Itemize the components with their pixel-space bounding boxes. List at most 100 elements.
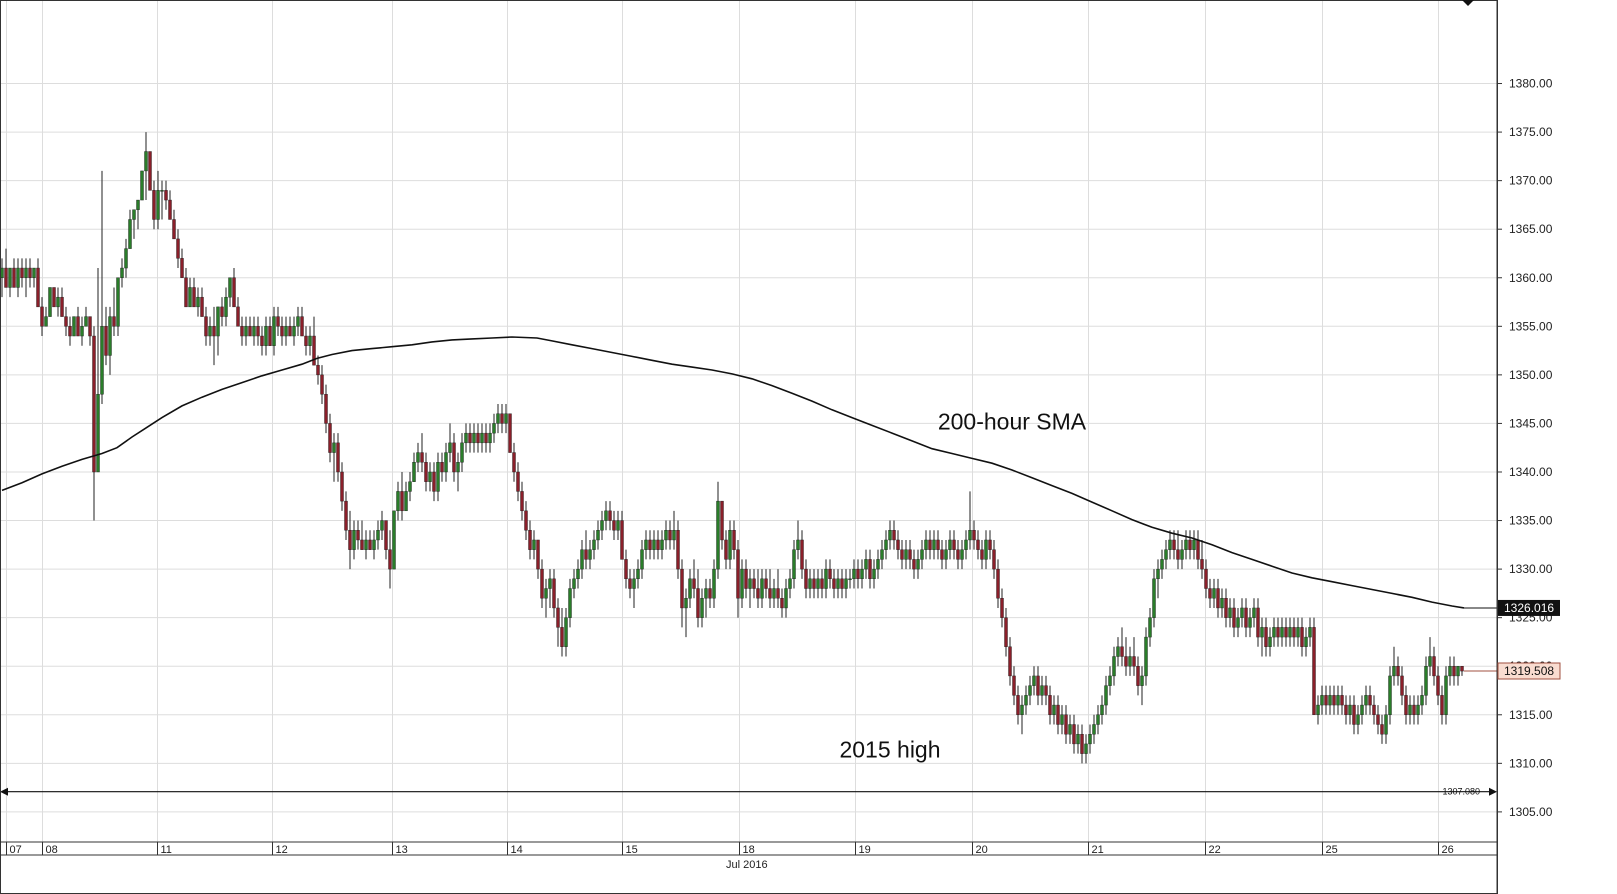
top-marker-icon <box>1462 0 1474 6</box>
candle-body <box>328 423 332 453</box>
candle <box>756 569 760 608</box>
candle-body <box>572 578 576 589</box>
candle <box>88 316 92 346</box>
candle <box>176 229 180 269</box>
y-tick-label: 1380.00 <box>1509 77 1553 91</box>
candle <box>288 316 292 337</box>
candle-body <box>144 151 148 172</box>
candle <box>732 520 736 560</box>
candle-body <box>1264 627 1268 647</box>
candle <box>1268 627 1272 657</box>
candle <box>416 442 420 472</box>
candle-body <box>824 568 828 589</box>
candle <box>1188 530 1192 560</box>
candle-body <box>1208 588 1212 599</box>
candle <box>516 462 520 502</box>
candle <box>336 433 340 482</box>
candle-body <box>252 326 256 337</box>
candle-body <box>1432 656 1436 677</box>
candle-body <box>1376 714 1380 725</box>
candle <box>616 510 620 540</box>
candle-body <box>596 530 600 541</box>
candle-body <box>712 568 716 599</box>
candle-body <box>1056 704 1060 725</box>
candle-body <box>744 568 748 589</box>
candle-body <box>540 568 544 599</box>
candle <box>68 316 72 346</box>
candle <box>696 569 700 628</box>
candle <box>1428 637 1432 676</box>
x-tick-label: 11 <box>161 844 172 856</box>
candle <box>1260 617 1264 657</box>
candle <box>1280 617 1284 647</box>
candle <box>56 287 60 317</box>
candle-body <box>240 326 244 337</box>
candle-body <box>776 588 780 599</box>
candle-body <box>184 277 188 308</box>
candle <box>1180 539 1184 570</box>
y-tick-label: 1335.00 <box>1509 514 1553 528</box>
candle <box>1412 695 1416 725</box>
y-tick-label: 1345.00 <box>1509 416 1553 430</box>
candle-body <box>356 530 360 541</box>
candle-body <box>636 568 640 580</box>
candle-body <box>752 578 756 589</box>
candle-body <box>1316 704 1320 715</box>
candle <box>840 569 844 599</box>
candle <box>1324 685 1328 715</box>
candle-body <box>520 491 524 512</box>
candle <box>400 471 404 521</box>
candle-body <box>1092 724 1096 735</box>
candle-body <box>1256 607 1260 638</box>
candle-body <box>1320 695 1324 706</box>
candle <box>1128 646 1132 676</box>
candle <box>1064 705 1068 744</box>
candle <box>804 559 808 599</box>
candle <box>888 520 892 550</box>
candle-body <box>692 578 696 589</box>
candle-body <box>204 316 208 337</box>
candle <box>1424 656 1428 706</box>
annotations: 200-hour SMA 2015 high <box>839 408 1086 762</box>
candle <box>1312 617 1316 715</box>
candle-body <box>600 520 604 531</box>
y-tick-label: 1350.00 <box>1509 368 1553 382</box>
candle-body <box>1152 578 1156 618</box>
level-arrow-right <box>1489 787 1497 796</box>
candle <box>396 481 400 521</box>
candle-body <box>400 491 404 512</box>
candle <box>188 277 192 308</box>
candle <box>860 559 864 589</box>
candle <box>432 462 436 502</box>
candle <box>1176 530 1180 570</box>
candle-body <box>952 539 956 550</box>
candle-body <box>160 190 164 192</box>
candle <box>28 258 32 288</box>
candle <box>212 306 216 366</box>
candle-body <box>464 432 468 444</box>
candle-body <box>1424 666 1428 696</box>
candle-body <box>1372 704 1376 715</box>
x-tick-label: 14 <box>511 844 523 856</box>
candle <box>468 423 472 453</box>
candle-body <box>20 267 24 278</box>
candle-body <box>1120 646 1124 657</box>
candle <box>836 569 840 599</box>
candle <box>480 423 484 453</box>
candle-body <box>124 248 128 269</box>
candle-body <box>396 491 400 512</box>
candle-body <box>1140 675 1144 686</box>
candle <box>204 306 208 346</box>
candle-body <box>860 568 864 580</box>
candle <box>96 268 100 473</box>
candle <box>1364 685 1368 715</box>
candle-body <box>832 578 836 589</box>
candle <box>1140 666 1144 706</box>
candle-body <box>244 326 248 337</box>
candle <box>924 530 928 560</box>
candle <box>988 530 992 560</box>
candle-body <box>856 568 860 580</box>
candle-body <box>1332 695 1336 706</box>
candle-body <box>432 471 436 492</box>
candle-body <box>392 510 396 570</box>
